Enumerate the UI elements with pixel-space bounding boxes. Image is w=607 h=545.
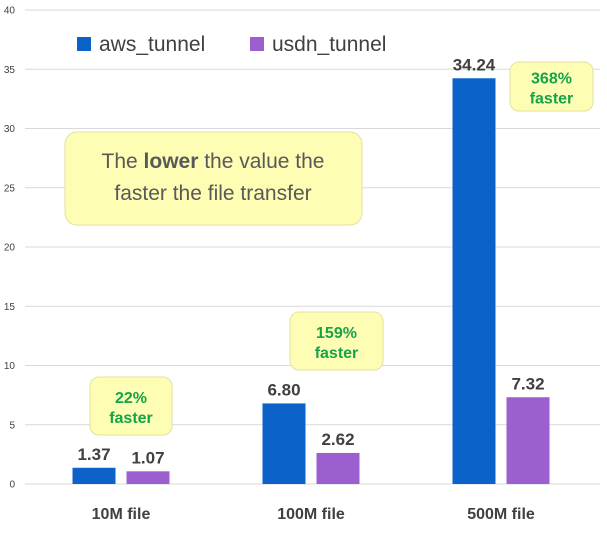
y-tick-label: 25 bbox=[4, 183, 16, 194]
note-line-2: faster the file transfer bbox=[114, 182, 311, 205]
data-label: 2.62 bbox=[321, 430, 354, 449]
y-tick-label: 20 bbox=[4, 243, 16, 254]
legend-swatch bbox=[250, 37, 264, 51]
callout-percent: 22% bbox=[115, 390, 147, 407]
note-line-1: The lower the value the bbox=[102, 150, 325, 173]
note-after: the value the bbox=[198, 150, 324, 173]
legend-swatch bbox=[77, 37, 91, 51]
bar-aws_tunnel-0 bbox=[72, 467, 116, 484]
data-label: 6.80 bbox=[267, 380, 300, 399]
x-tick-label: 10M file bbox=[92, 506, 151, 523]
callout-faster: faster bbox=[530, 91, 574, 108]
note-box bbox=[64, 131, 363, 226]
y-tick-label: 40 bbox=[4, 6, 16, 17]
callout-percent: 159% bbox=[316, 325, 357, 342]
data-label: 1.37 bbox=[77, 445, 110, 464]
data-label: 34.24 bbox=[453, 55, 496, 74]
y-tick-label: 0 bbox=[9, 480, 15, 491]
bar-usdn_tunnel-2 bbox=[506, 397, 550, 484]
data-label: 7.32 bbox=[511, 374, 544, 393]
y-tick-label: 30 bbox=[4, 124, 16, 135]
data-label: 1.07 bbox=[131, 448, 164, 467]
y-tick-label: 10 bbox=[4, 361, 16, 372]
x-tick-label: 100M file bbox=[277, 506, 345, 523]
faster-callout bbox=[509, 61, 594, 112]
callout-percent: 368% bbox=[531, 71, 572, 88]
x-tick-label: 500M file bbox=[467, 506, 535, 523]
bar-usdn_tunnel-1 bbox=[316, 452, 360, 484]
legend-label: aws_tunnel bbox=[99, 33, 205, 56]
note-before: The bbox=[102, 150, 144, 173]
callout-faster: faster bbox=[109, 410, 153, 427]
faster-callout bbox=[289, 311, 384, 371]
y-tick-label: 15 bbox=[4, 302, 16, 313]
bar-aws_tunnel-1 bbox=[262, 403, 306, 484]
legend-label: usdn_tunnel bbox=[272, 33, 386, 56]
bar-usdn_tunnel-0 bbox=[126, 471, 170, 484]
y-tick-label: 5 bbox=[9, 420, 15, 431]
bar-aws_tunnel-2 bbox=[452, 78, 496, 485]
callout-faster: faster bbox=[315, 345, 359, 362]
y-tick-label: 35 bbox=[4, 65, 16, 76]
note-bold: lower bbox=[144, 150, 199, 173]
faster-callout bbox=[89, 376, 173, 436]
